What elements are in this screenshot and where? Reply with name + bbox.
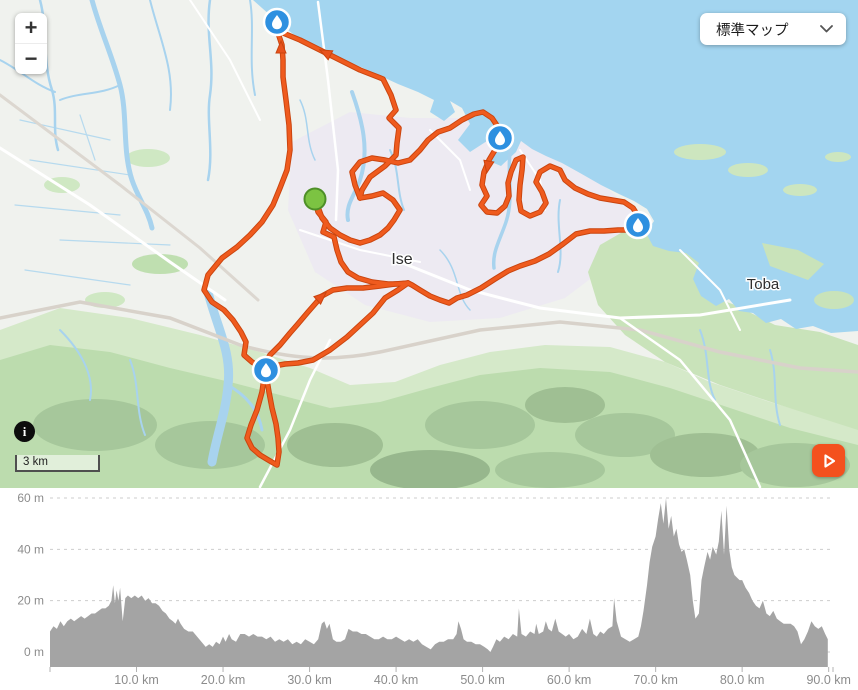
map-city-labels: Ise Toba [390, 250, 782, 295]
map-canvas[interactable]: Ise Toba [0, 0, 858, 488]
water-stop-marker[interactable] [485, 123, 515, 153]
x-axis-tick-label: 40.0 km [374, 673, 418, 687]
route-segment[interactable] [350, 110, 502, 200]
x-axis-tick-label: 80.0 km [720, 673, 764, 687]
x-axis-tick-label: 50.0 km [460, 673, 504, 687]
water-drop-icon [261, 363, 271, 378]
route-line[interactable] [201, 27, 641, 468]
zoom-control-divider [15, 43, 47, 44]
y-axis-tick-label: 0 m [24, 645, 44, 659]
elevation-chart[interactable]: 0 m 20 m 40 m 60 m 10.0 km 20.0 km 30.0 km 40.0… [0, 488, 858, 690]
x-axis-tick-label: 30.0 km [287, 673, 331, 687]
x-axis-tick-label: 60.0 km [547, 673, 591, 687]
scale-label: 3 km [23, 456, 48, 468]
river-lines [0, 0, 781, 467]
chevron-down-icon [820, 25, 833, 33]
zoom-out-button[interactable]: − [24, 46, 38, 71]
route-direction-arrow-icon [275, 39, 287, 54]
city-label: Toba [747, 276, 780, 293]
y-axis-tick-label: 20 m [17, 594, 44, 608]
map-markers [251, 7, 653, 385]
route-direction-arrow-icon [318, 49, 334, 61]
water-drop-icon [495, 131, 505, 146]
route-segment[interactable] [479, 138, 640, 226]
map[interactable]: Ise Toba + − 標準マップ i 3 km [0, 0, 858, 488]
water-drop-icon [633, 218, 643, 233]
info-icon: i [22, 423, 27, 439]
route-segment[interactable] [245, 368, 281, 467]
water-stop-marker[interactable] [262, 7, 292, 37]
x-axis-tick-label: 20.0 km [201, 673, 245, 687]
route-start-marker[interactable] [303, 187, 327, 211]
play-icon [823, 453, 835, 468]
x-axis-tick-label: 70.0 km [633, 673, 677, 687]
x-axis-tick-label: 10.0 km [114, 673, 158, 687]
play-route-button[interactable] [812, 444, 845, 477]
route-direction-arrow-icon [483, 159, 495, 175]
route-direction-arrow-icon [313, 291, 328, 305]
water-stop-marker[interactable] [251, 355, 281, 385]
map-scale-bar: 3 km [15, 455, 100, 472]
route-segment[interactable] [406, 224, 640, 305]
route-segment[interactable] [202, 28, 292, 372]
route-segment[interactable] [264, 281, 410, 372]
zoom-control: + − [15, 13, 47, 74]
route-segment[interactable] [264, 281, 410, 372]
map-type-dropdown[interactable]: 標準マップ [700, 13, 846, 45]
water-drop-icon [272, 15, 282, 30]
zoom-in-button[interactable]: + [24, 15, 38, 40]
city-label: Ise [391, 251, 412, 268]
x-axis-tick-label: 90.0 km [806, 673, 850, 687]
elevation-area[interactable] [50, 498, 828, 667]
map-basemap [0, 0, 858, 488]
y-axis-tick-label: 40 m [17, 542, 44, 556]
attribution-info-button[interactable]: i [14, 421, 35, 442]
elevation-profile: 0 m 20 m 40 m 60 m 10.0 km 20.0 km 30.0 km 40.0… [0, 488, 858, 690]
road-lines [0, 0, 858, 488]
map-type-label: 標準マップ [716, 22, 789, 39]
water-stop-marker[interactable] [623, 210, 653, 240]
y-axis-tick-label: 60 m [17, 491, 44, 505]
